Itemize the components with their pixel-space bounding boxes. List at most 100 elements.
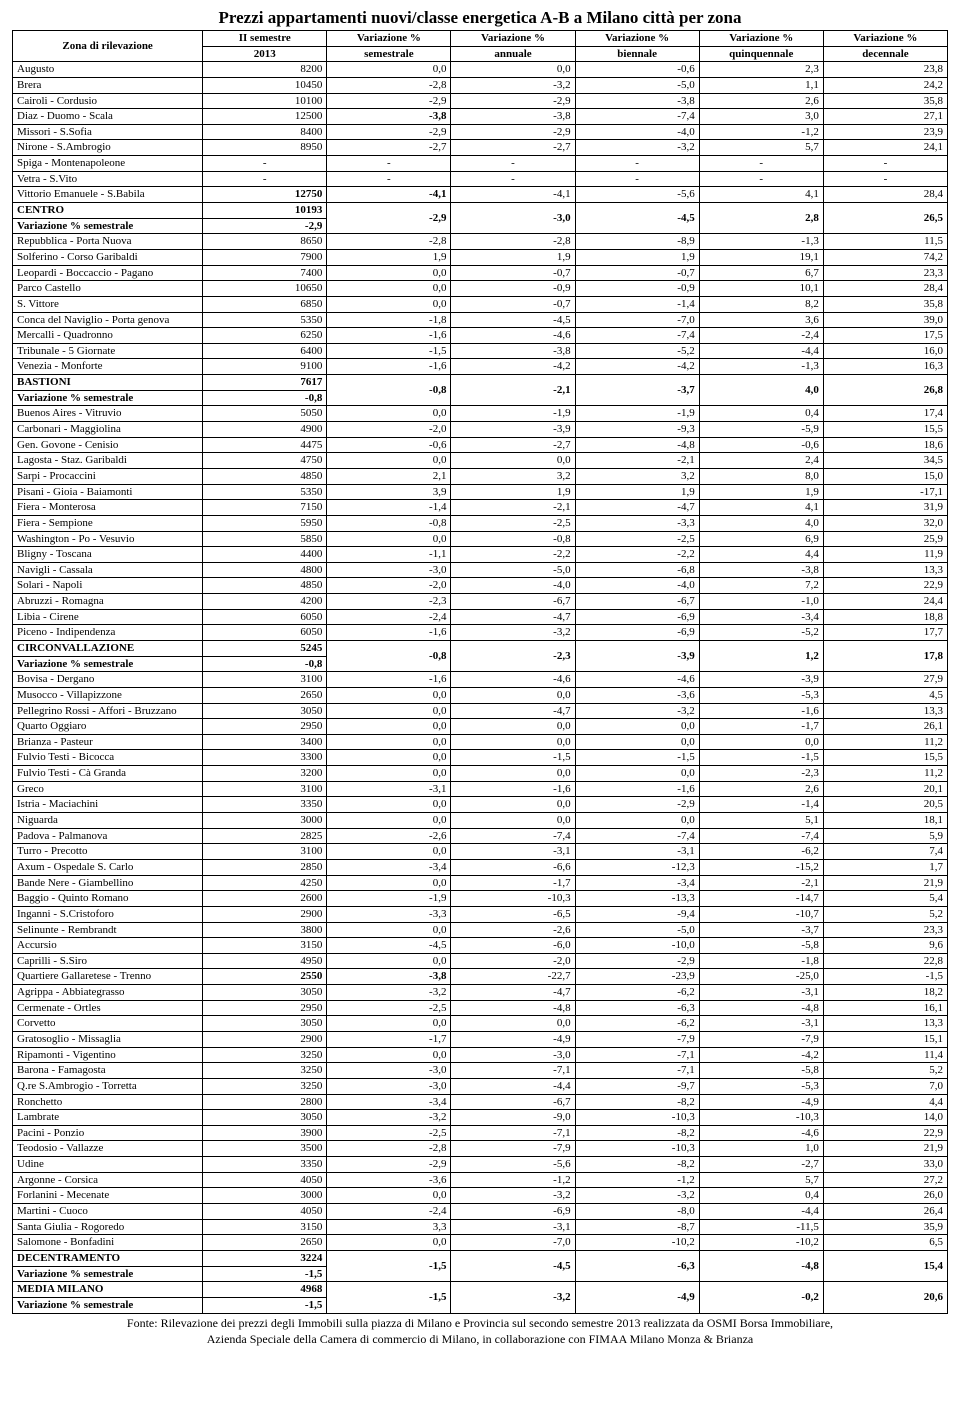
- value-cell: -3,8: [327, 109, 451, 125]
- value-cell: -4,1: [451, 187, 575, 203]
- value-cell: 16,0: [823, 343, 947, 359]
- table-row: Conca del Naviglio - Porta genova5350-1,…: [13, 312, 948, 328]
- value-cell: 3250: [203, 1078, 327, 1094]
- zone-cell: DECENTRAMENTO: [13, 1250, 203, 1266]
- value-cell: 0,0: [327, 875, 451, 891]
- value-cell: -7,1: [575, 1063, 699, 1079]
- value-cell: -0,2: [699, 1282, 823, 1313]
- value-cell: 14,0: [823, 1110, 947, 1126]
- value-cell: -1,4: [699, 797, 823, 813]
- table-row: Corvetto30500,00,0-6,2-3,113,3: [13, 1016, 948, 1032]
- value-cell: 28,4: [823, 281, 947, 297]
- value-cell: -3,0: [327, 1078, 451, 1094]
- table-row: BASTIONI7617-0,8-2,1-3,74,026,8: [13, 375, 948, 391]
- value-cell: 2550: [203, 969, 327, 985]
- value-cell: 4850: [203, 468, 327, 484]
- value-cell: -13,3: [575, 891, 699, 907]
- value-cell: 3050: [203, 985, 327, 1001]
- value-cell: 0,0: [327, 687, 451, 703]
- value-cell: 4200: [203, 594, 327, 610]
- value-cell: 24,2: [823, 77, 947, 93]
- value-cell: 8400: [203, 124, 327, 140]
- zone-cell: Tribunale - 5 Giornate: [13, 343, 203, 359]
- value-cell: 2950: [203, 719, 327, 735]
- value-cell: 2900: [203, 906, 327, 922]
- value-cell: 17,8: [823, 640, 947, 671]
- col-var-bie-a: Variazione %: [575, 31, 699, 47]
- value-cell: -3,2: [451, 77, 575, 93]
- table-row: Fiera - Sempione5950-0,8-2,5-3,34,032,0: [13, 515, 948, 531]
- value-cell: 0,0: [451, 813, 575, 829]
- value-cell: -3,4: [575, 875, 699, 891]
- value-cell: -2,9: [327, 1157, 451, 1173]
- value-cell: -1,2: [699, 124, 823, 140]
- value-cell: -8,7: [575, 1219, 699, 1235]
- value-cell: 13,3: [823, 703, 947, 719]
- value-cell: 15,5: [823, 750, 947, 766]
- table-row: MEDIA MILANO4968-1,5-3,2-4,9-0,220,6: [13, 1282, 948, 1298]
- value-cell: 5850: [203, 531, 327, 547]
- value-cell: 7150: [203, 500, 327, 516]
- table-row: Washington - Po - Vesuvio58500,0-0,8-2,5…: [13, 531, 948, 547]
- value-cell: -10,3: [575, 1141, 699, 1157]
- zone-cell: Quarto Oggiaro: [13, 719, 203, 735]
- value-cell: 28,4: [823, 187, 947, 203]
- value-cell: 3350: [203, 1157, 327, 1173]
- zone-cell: Istria - Maciachini: [13, 797, 203, 813]
- value-cell: -2,0: [451, 953, 575, 969]
- table-row: Buenos Aires - Vitruvio50500,0-1,9-1,90,…: [13, 406, 948, 422]
- value-cell: 0,0: [327, 844, 451, 860]
- value-cell: -7,0: [451, 1235, 575, 1251]
- value-cell: -11,5: [699, 1219, 823, 1235]
- value-cell: 3300: [203, 750, 327, 766]
- table-row: Axum - Ospedale S. Carlo2850-3,4-6,6-12,…: [13, 859, 948, 875]
- value-cell: 13,3: [823, 1016, 947, 1032]
- value-cell: 0,0: [699, 734, 823, 750]
- table-row: Lagosta - Staz. Garibaldi47500,00,0-2,12…: [13, 453, 948, 469]
- value-cell: 3500: [203, 1141, 327, 1157]
- table-row: Solferino - Corso Garibaldi79001,91,91,9…: [13, 249, 948, 265]
- value-cell: -6,2: [575, 1016, 699, 1032]
- value-cell: 2800: [203, 1094, 327, 1110]
- value-cell: 6850: [203, 296, 327, 312]
- value-cell: -7,1: [451, 1125, 575, 1141]
- value-cell: 3100: [203, 672, 327, 688]
- zone-cell: Lagosta - Staz. Garibaldi: [13, 453, 203, 469]
- value-cell: -3,9: [699, 672, 823, 688]
- value-cell: -1,6: [327, 625, 451, 641]
- value-cell: -4,5: [451, 312, 575, 328]
- zone-cell: Conca del Naviglio - Porta genova: [13, 312, 203, 328]
- value-cell: -2,3: [451, 640, 575, 671]
- value-cell: -2,1: [575, 453, 699, 469]
- value-cell: 8,0: [699, 468, 823, 484]
- value-cell: 0,0: [451, 734, 575, 750]
- value-cell: -1,6: [327, 328, 451, 344]
- value-cell: -4,9: [575, 1282, 699, 1313]
- value-cell: -2,8: [327, 1141, 451, 1157]
- value-cell: -4,4: [699, 343, 823, 359]
- value-cell: 0,4: [699, 406, 823, 422]
- table-row: Salomone - Bonfadini26500,0-7,0-10,2-10,…: [13, 1235, 948, 1251]
- table-row: Fulvio Testi - Bicocca33000,0-1,5-1,5-1,…: [13, 750, 948, 766]
- value-cell: -9,0: [451, 1110, 575, 1126]
- value-cell: 3150: [203, 938, 327, 954]
- value-cell: 3,2: [451, 468, 575, 484]
- value-cell: 17,5: [823, 328, 947, 344]
- table-row: Padova - Palmanova2825-2,6-7,4-7,4-7,45,…: [13, 828, 948, 844]
- table-row: Quarto Oggiaro29500,00,00,0-1,726,1: [13, 719, 948, 735]
- value-cell: 11,5: [823, 234, 947, 250]
- value-cell: 10450: [203, 77, 327, 93]
- value-cell: -2,8: [327, 77, 451, 93]
- value-cell: -3,2: [575, 140, 699, 156]
- value-cell: 11,2: [823, 734, 947, 750]
- value-cell: -4,5: [451, 1250, 575, 1281]
- zone-cell: Udine: [13, 1157, 203, 1173]
- value-cell: 0,0: [327, 281, 451, 297]
- value-cell: -4,4: [451, 1078, 575, 1094]
- value-cell: 17,4: [823, 406, 947, 422]
- value-cell: -7,9: [451, 1141, 575, 1157]
- col-zone: Zona di rilevazione: [13, 31, 203, 62]
- zone-cell: Vetra - S.Vito: [13, 171, 203, 187]
- value-cell: 31,9: [823, 500, 947, 516]
- value-cell: 20,1: [823, 781, 947, 797]
